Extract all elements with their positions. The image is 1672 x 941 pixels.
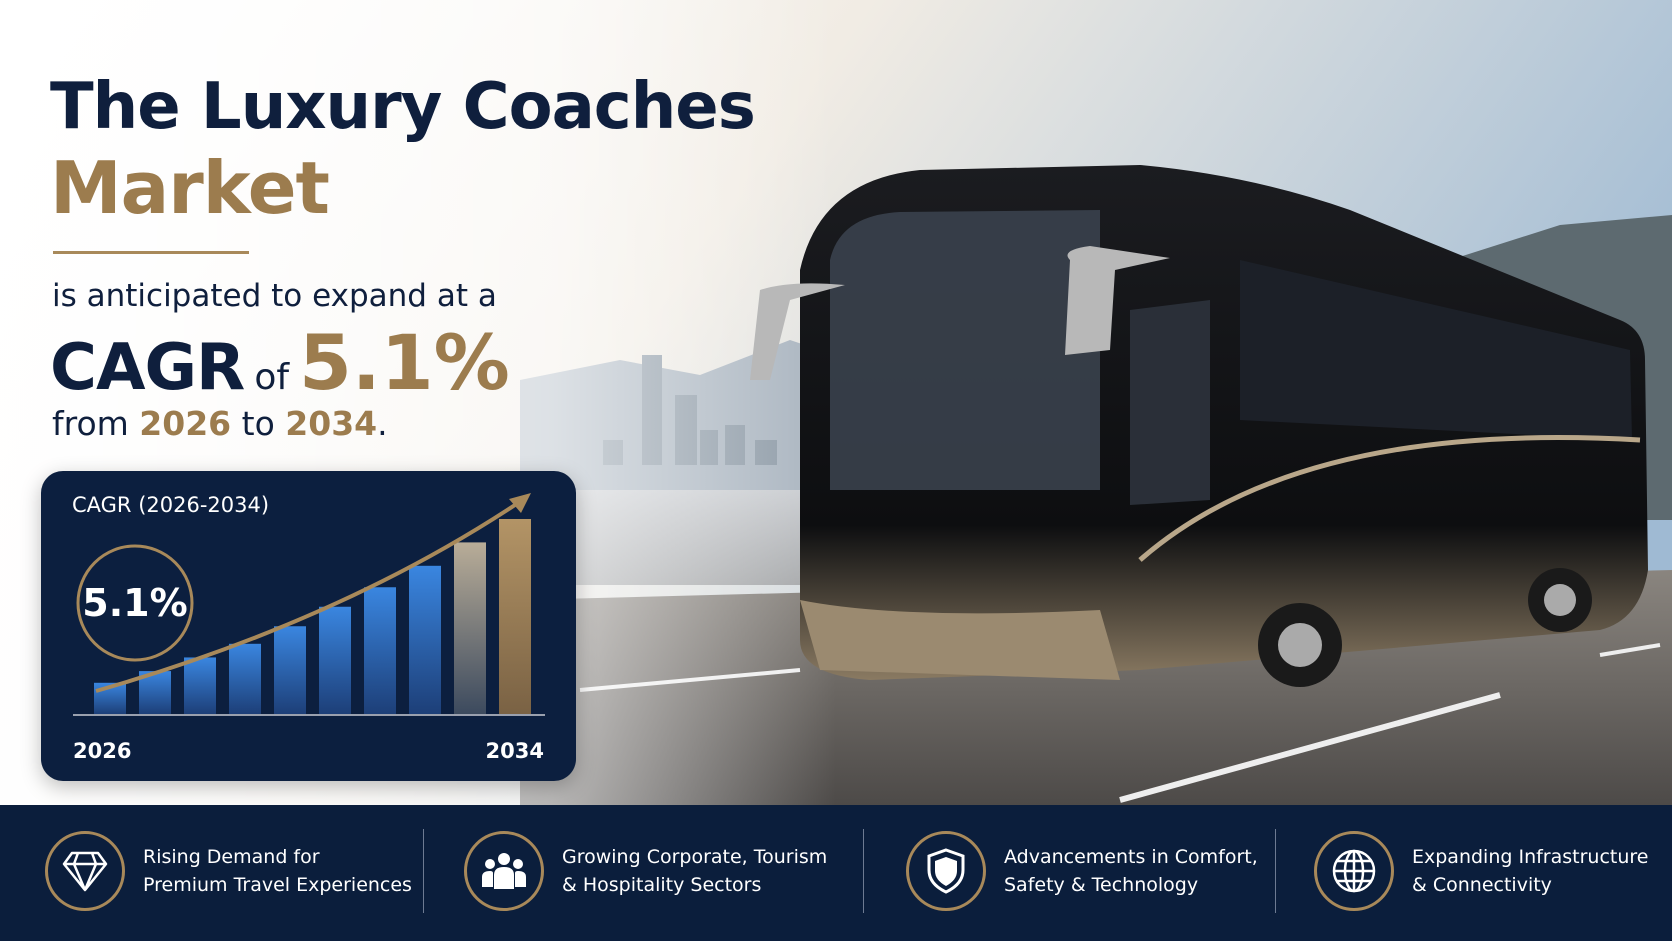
start-year: 2026 — [139, 404, 232, 443]
feature-text-line1: Expanding Infrastructure — [1412, 846, 1649, 868]
start-year-label: 2026 — [73, 739, 132, 763]
feature-text-line1: Growing Corporate, Tourism — [562, 846, 828, 868]
feature-text-line1: Rising Demand for — [143, 846, 320, 868]
feature-premium-travel: Rising Demand for Premium Travel Experien… — [45, 830, 412, 912]
divider — [423, 829, 424, 913]
cagr-label: CAGR — [50, 331, 245, 405]
people-icon — [482, 853, 526, 889]
feature-text-line2: & Connectivity — [1412, 874, 1552, 896]
of-word: of — [254, 357, 290, 398]
divider — [863, 829, 864, 913]
to-word: to — [241, 404, 275, 443]
chart-bar — [319, 606, 351, 714]
hero-title: The Luxury Coaches — [50, 70, 756, 144]
cagr-card: 5.1% CAGR (2026-2034) 2026 2034 — [41, 471, 576, 781]
drivers-bar: Rising Demand for Premium Travel Experien… — [0, 805, 1672, 941]
cagr-badge-value: 5.1% — [82, 581, 187, 625]
hero-subtitle: is anticipated to expand at a — [52, 278, 497, 314]
feature-text-line2: Premium Travel Experiences — [143, 874, 412, 896]
divider — [1275, 829, 1276, 913]
coach-bus-illustration — [750, 165, 1648, 687]
growth-bar-chart: 5.1% — [73, 493, 545, 716]
card-title: CAGR (2026-2034) — [72, 493, 270, 517]
growth-arrow — [95, 499, 523, 693]
chart-bar — [454, 542, 486, 714]
chart-bar — [499, 519, 531, 714]
shield-icon — [927, 848, 965, 894]
feature-infrastructure: Expanding Infrastructure & Connectivity — [1314, 830, 1649, 912]
chart-bar — [184, 657, 216, 714]
globe-icon — [1332, 849, 1376, 893]
feature-text-line2: Safety & Technology — [1004, 874, 1199, 896]
feature-corporate-tourism: Growing Corporate, Tourism & Hospitality … — [464, 830, 827, 912]
period: . — [377, 404, 388, 443]
chart-bar — [274, 626, 306, 714]
hero-period-line: from 2026 to 2034. — [52, 404, 388, 443]
feature-text-line2: & Hospitality Sectors — [562, 874, 762, 896]
feature-safety-technology: Advancements in Comfort, Safety & Technol… — [906, 830, 1258, 912]
from-word: from — [52, 404, 129, 443]
title-divider — [53, 251, 249, 254]
chart-bar — [229, 643, 261, 714]
end-year-label: 2034 — [485, 739, 544, 763]
cagr-value: 5.1% — [299, 318, 510, 407]
end-year: 2034 — [285, 404, 378, 443]
cagr-badge-ring — [76, 544, 194, 662]
growth-arrow-head — [509, 493, 531, 513]
hero-cagr-line: CAGR of 5.1% — [50, 318, 510, 407]
hero-title-market: Market — [50, 146, 330, 230]
chart-bar — [409, 565, 441, 714]
feature-text-line1: Advancements in Comfort, — [1004, 846, 1258, 868]
diamond-icon — [62, 851, 108, 892]
chart-bar — [364, 587, 396, 714]
